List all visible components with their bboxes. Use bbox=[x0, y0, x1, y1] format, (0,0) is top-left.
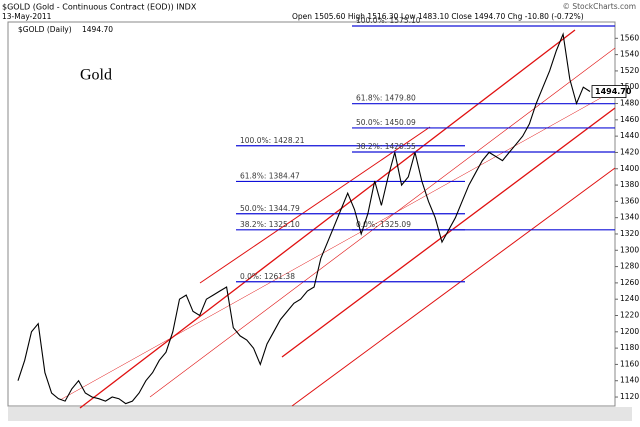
fib-label: 61.8%: 1384.47 bbox=[240, 171, 300, 180]
channel-line bbox=[291, 167, 616, 407]
bottom-strip bbox=[8, 407, 632, 421]
y-tick-label: 1140 bbox=[620, 376, 639, 385]
legend-name: $GOLD (Daily) bbox=[18, 25, 72, 34]
y-tick-label: 1460 bbox=[620, 115, 639, 124]
y-tick-label: 1260 bbox=[620, 278, 639, 287]
y-tick-label: 1500 bbox=[620, 82, 639, 91]
fib-label: 50.0%: 1344.79 bbox=[240, 204, 300, 213]
y-tick-label: 1480 bbox=[620, 99, 639, 108]
y-tick-label: 1380 bbox=[620, 180, 639, 189]
date: 13-May-2011 bbox=[2, 12, 52, 21]
fib-label: 100.0%: 1575.10 bbox=[356, 16, 421, 25]
y-tick-label: 1420 bbox=[620, 147, 639, 156]
fib-label: 50.0%: 1450.09 bbox=[356, 118, 416, 127]
fib-label: 100.0%: 1428.21 bbox=[240, 136, 305, 145]
y-tick-label: 1360 bbox=[620, 196, 639, 205]
y-tick-label: 1300 bbox=[620, 245, 639, 254]
credit: © StockCharts.com bbox=[562, 2, 636, 11]
y-tick-label: 1220 bbox=[620, 311, 639, 320]
chart-title: Gold bbox=[80, 67, 112, 84]
fib-label: 61.8%: 1479.80 bbox=[356, 94, 416, 103]
symbol-title: $GOLD (Gold - Continuous Contract (EOD))… bbox=[2, 3, 197, 12]
y-tick-label: 1540 bbox=[620, 50, 639, 59]
fib-label: 0.0%: 1325.09 bbox=[356, 220, 411, 229]
plot-frame bbox=[7, 21, 616, 407]
legend-value: 1494.70 bbox=[82, 25, 113, 34]
channel-line bbox=[59, 89, 616, 401]
channel-line bbox=[199, 126, 431, 284]
price-line bbox=[17, 32, 591, 405]
y-tick-label: 1240 bbox=[620, 294, 639, 303]
last-price-label: 1494.70 bbox=[595, 87, 632, 96]
y-tick-label: 1180 bbox=[620, 343, 639, 352]
y-tick-label: 1400 bbox=[620, 164, 639, 173]
y-tick-label: 1160 bbox=[620, 359, 639, 368]
last-price-box bbox=[591, 85, 627, 98]
y-tick-label: 1560 bbox=[620, 33, 639, 42]
channel-line bbox=[79, 29, 576, 409]
channel-line bbox=[149, 47, 616, 398]
fib-label: 38.2%: 1420.55 bbox=[356, 142, 416, 151]
y-tick-label: 1440 bbox=[620, 131, 639, 140]
ohlc: Open 1505.60 High 1516.30 Low 1483.10 Cl… bbox=[292, 12, 584, 21]
y-tick-label: 1280 bbox=[620, 262, 639, 271]
y-tick-label: 1120 bbox=[620, 392, 639, 401]
channel-line bbox=[281, 107, 616, 358]
y-tick-label: 1320 bbox=[620, 229, 639, 238]
y-tick-label: 1520 bbox=[620, 66, 639, 75]
fib-label: 0.0%: 1261.38 bbox=[240, 272, 295, 281]
fib-label: 38.2%: 1325.10 bbox=[240, 220, 300, 229]
y-tick-label: 1200 bbox=[620, 327, 639, 336]
y-tick-label: 1340 bbox=[620, 213, 639, 222]
